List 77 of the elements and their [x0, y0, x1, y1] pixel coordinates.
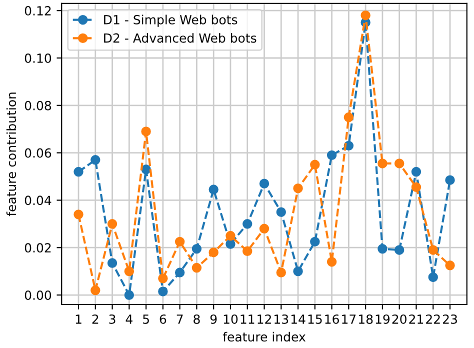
point — [445, 260, 455, 270]
x-tick-label: 12 — [258, 314, 271, 324]
point — [124, 266, 134, 276]
x-tick-label: 1 — [76, 314, 82, 324]
point — [226, 239, 236, 249]
x-tick-label: 16 — [325, 314, 339, 324]
x-tick-label: 20 — [392, 314, 406, 324]
point — [344, 112, 354, 122]
point — [174, 268, 185, 278]
y-tick-label: 0.02 — [24, 243, 51, 253]
point — [326, 150, 337, 160]
point — [310, 236, 320, 247]
x-tick-label: 22 — [426, 314, 440, 324]
legend-label: D1 - Simple Web bots — [104, 14, 238, 27]
x-tick-label: 3 — [109, 314, 116, 324]
x-tick-label: 18 — [358, 314, 373, 324]
point — [242, 219, 252, 229]
point — [90, 285, 100, 296]
point — [276, 268, 286, 278]
point — [107, 258, 118, 268]
point — [90, 155, 100, 165]
point — [445, 175, 455, 185]
y-tick-label: 0.00 — [24, 290, 52, 300]
point — [259, 224, 270, 234]
point — [226, 230, 236, 241]
x-tick-label: 2 — [92, 314, 98, 324]
point — [74, 166, 84, 177]
x-tick-label: 17 — [342, 314, 356, 324]
point — [208, 184, 218, 194]
x-tick-label: 10 — [224, 314, 238, 324]
point — [276, 207, 286, 217]
point — [394, 158, 404, 168]
point — [411, 166, 422, 177]
point — [141, 126, 151, 136]
point — [293, 266, 303, 276]
point — [310, 160, 320, 170]
x-tick-label: 15 — [308, 314, 322, 324]
x-tick-label: 21 — [409, 314, 424, 324]
y-axis-title: feature contribution — [6, 92, 16, 216]
point — [158, 286, 168, 296]
point — [74, 210, 84, 220]
point — [259, 178, 270, 188]
y-tick-label: 0.12 — [24, 6, 51, 16]
point — [428, 272, 438, 282]
x-tick-label: 5 — [143, 314, 149, 324]
x-tick-label: 13 — [274, 314, 288, 324]
y-tick-label: 0.06 — [24, 148, 52, 158]
point — [208, 247, 218, 258]
x-tick-label: 4 — [126, 314, 132, 324]
y-tick-label: 0.04 — [24, 196, 52, 206]
point — [394, 245, 404, 255]
point — [107, 219, 118, 229]
x-tick-label: 9 — [210, 314, 217, 324]
point — [378, 158, 388, 168]
x-tick-label: 19 — [376, 314, 390, 324]
point — [242, 246, 252, 256]
point — [124, 290, 134, 300]
point — [360, 10, 370, 20]
x-tick-label: 6 — [160, 314, 166, 324]
point — [158, 274, 168, 284]
point — [174, 236, 185, 247]
point — [293, 183, 303, 194]
point — [411, 182, 422, 192]
x-tick-label: 8 — [194, 314, 200, 324]
legend-label: D2 - Advanced Web bots — [104, 33, 256, 43]
y-tick-label: 0.10 — [24, 53, 52, 63]
point — [326, 256, 337, 267]
x-tick-label: 11 — [240, 314, 254, 324]
point — [192, 244, 202, 254]
point — [428, 245, 438, 255]
x-tick-label: 14 — [291, 314, 306, 324]
point — [378, 244, 388, 254]
point — [192, 262, 202, 273]
x-axis-title: feature index — [222, 332, 306, 342]
x-tick-label: 7 — [176, 314, 183, 324]
x-tick-label: 23 — [442, 314, 457, 324]
y-tick-label: 0.08 — [24, 100, 52, 110]
